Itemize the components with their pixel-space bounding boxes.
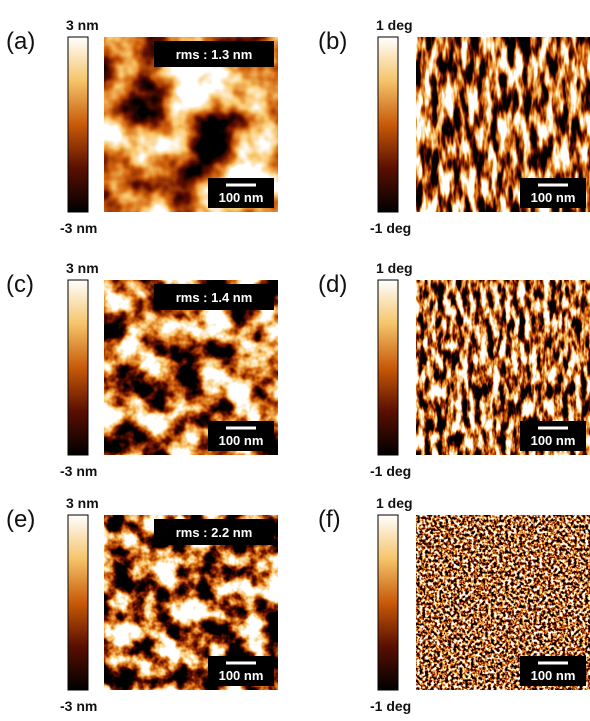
colorbar-max-label: 3 nm <box>66 495 99 511</box>
colorbar <box>377 36 399 213</box>
colorbar-min-label: -1 deg <box>370 463 411 479</box>
scale-bar-box <box>520 178 586 208</box>
colorbar-min-label: -1 deg <box>370 698 411 714</box>
colorbar-min-label: -3 nm <box>60 220 97 236</box>
scale-bar-box <box>208 656 274 686</box>
colorbar-max-label: 1 deg <box>376 17 413 33</box>
panel-label: (e) <box>6 506 35 533</box>
colorbar <box>377 514 399 691</box>
rms-label: rms : 1.4 nm <box>176 290 253 305</box>
scale-bar-label: 100 nm <box>219 668 264 683</box>
colorbar-max-label: 1 deg <box>376 495 413 511</box>
scale-bar-label: 100 nm <box>531 668 576 683</box>
scale-bar-box <box>208 421 274 451</box>
colorbar <box>377 279 399 456</box>
colorbar-max-label: 3 nm <box>66 17 99 33</box>
rms-box <box>154 41 274 67</box>
colorbar-min-label: -3 nm <box>60 463 97 479</box>
rms-box <box>154 519 274 545</box>
panel-label: (d) <box>318 271 347 298</box>
rms-box <box>154 284 274 310</box>
rms-label: rms : 1.3 nm <box>176 47 253 62</box>
scale-bar-box <box>520 656 586 686</box>
rms-label: rms : 2.2 nm <box>176 525 253 540</box>
colorbar <box>67 514 89 691</box>
scale-bar-label: 100 nm <box>531 190 576 205</box>
panel-label: (a) <box>6 28 35 55</box>
scale-bar-label: 100 nm <box>219 190 264 205</box>
scale-bar-box <box>208 178 274 208</box>
panel-label: (c) <box>6 271 34 298</box>
colorbar-max-label: 1 deg <box>376 260 413 276</box>
colorbar-max-label: 3 nm <box>66 260 99 276</box>
scale-bar-label: 100 nm <box>531 433 576 448</box>
colorbar-min-label: -3 nm <box>60 698 97 714</box>
panel-label: (f) <box>318 506 341 533</box>
colorbar-min-label: -1 deg <box>370 220 411 236</box>
colorbar <box>67 36 89 213</box>
panel-label: (b) <box>318 28 347 55</box>
colorbar <box>67 279 89 456</box>
scale-bar-label: 100 nm <box>219 433 264 448</box>
scale-bar-box <box>520 421 586 451</box>
